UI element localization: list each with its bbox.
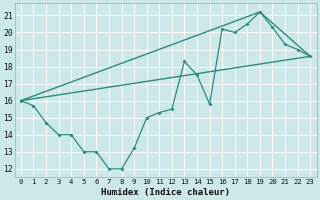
X-axis label: Humidex (Indice chaleur): Humidex (Indice chaleur)	[101, 188, 230, 197]
